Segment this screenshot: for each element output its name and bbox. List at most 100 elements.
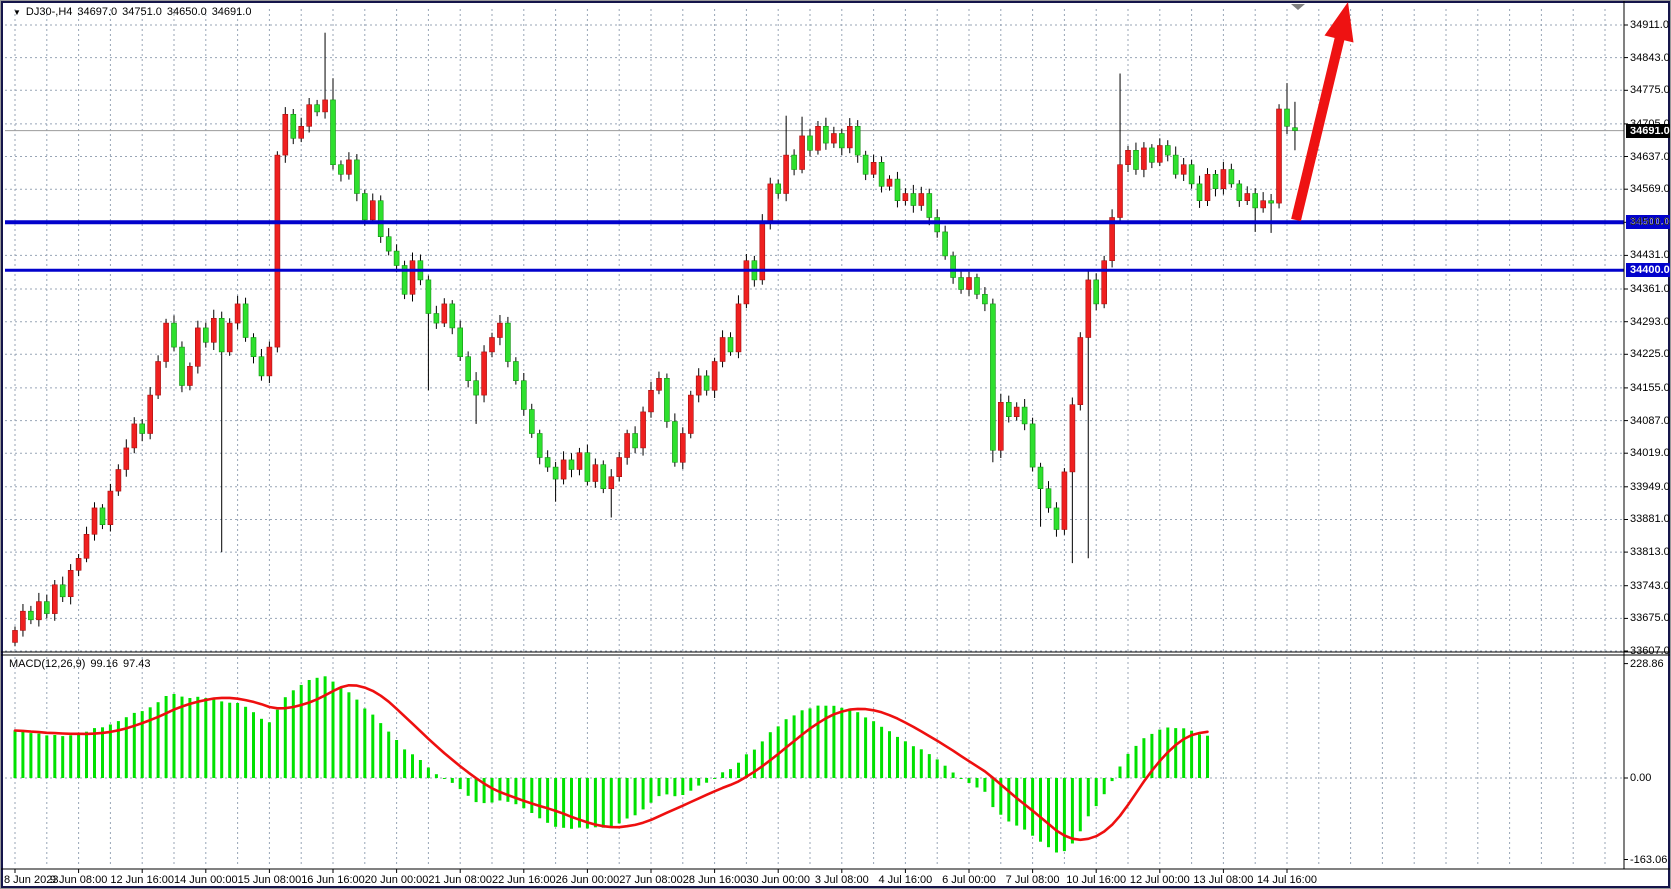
candle-body	[918, 193, 925, 206]
candle-body	[330, 99, 336, 166]
candle-body	[600, 464, 607, 490]
candle-body	[322, 99, 328, 113]
hline-price-badge-34400: 34400.0	[1626, 263, 1670, 278]
candle-body	[361, 193, 368, 221]
candle-body	[1180, 164, 1187, 175]
macd-histogram-bar	[395, 740, 399, 778]
time-axis-label: 14 Jun 00:00	[173, 874, 238, 886]
time-axis-label: 14 Jul 16:00	[1257, 874, 1317, 886]
macd-histogram-bar	[649, 778, 653, 803]
macd-histogram-bar	[275, 709, 279, 778]
candle-body	[1069, 404, 1076, 473]
chart-shift-marker-icon[interactable]	[1291, 4, 1305, 10]
macd-histogram-bar	[1102, 778, 1106, 795]
candle-body	[425, 279, 432, 314]
macd-histogram-bar	[808, 708, 812, 778]
macd-histogram-bar	[156, 702, 160, 778]
candle-body	[409, 260, 416, 295]
candle-body	[187, 365, 193, 386]
candle-body	[942, 231, 948, 257]
candle-body	[878, 162, 885, 187]
macd-histogram-bar	[1047, 778, 1050, 848]
macd-histogram-bar	[236, 703, 240, 778]
macd-histogram-bar	[442, 778, 446, 779]
symbol-dropdown-icon[interactable]: ▼	[13, 8, 21, 17]
candle-body	[703, 375, 710, 391]
candle-body	[489, 337, 495, 353]
macd-histogram-bar	[116, 721, 120, 778]
macd-histogram-bar	[196, 696, 200, 778]
candle-body	[457, 327, 464, 357]
candle-body	[505, 322, 511, 362]
macd-title: MACD(12,26,9)	[9, 658, 86, 670]
macd-histogram-bar	[578, 778, 581, 828]
macd-histogram-bar	[848, 708, 852, 778]
macd-histogram-bar	[633, 778, 637, 816]
macd-histogram-bar	[1086, 778, 1090, 817]
macd-histogram-bar	[752, 749, 756, 778]
price-axis-label: 33949.0	[1630, 480, 1670, 493]
candle-body	[743, 260, 750, 305]
macd-histogram-bar	[212, 697, 216, 778]
candle-body	[926, 193, 933, 218]
macd-histogram-bar	[371, 714, 375, 778]
candle-body	[377, 200, 384, 237]
macd-histogram-bar	[554, 778, 558, 827]
candle-body	[560, 459, 567, 480]
macd-histogram-bar	[967, 778, 971, 783]
candle-body	[695, 375, 702, 396]
time-axis-label: 15 Jun 08:00	[237, 874, 302, 886]
candle-body	[990, 303, 996, 451]
candle-body	[250, 337, 257, 358]
candle-body	[401, 265, 408, 295]
macd-histogram-bar	[204, 698, 208, 778]
candle-body	[1053, 507, 1060, 530]
candle-body	[12, 630, 18, 643]
macd-histogram-bar	[426, 767, 430, 778]
macd-histogram-bar	[61, 736, 65, 778]
candle-body	[107, 490, 114, 526]
candle-body	[1085, 279, 1092, 338]
price-axis-label: 33813.0	[1630, 546, 1670, 559]
macd-histogram-bar	[339, 687, 343, 778]
macd-histogram-bar	[180, 696, 184, 778]
macd-histogram-bar	[363, 708, 367, 778]
macd-histogram-bar	[681, 778, 685, 795]
candle-body	[894, 178, 901, 202]
time-axis-label: 9 Jun 08:00	[49, 874, 108, 886]
candle-body	[1117, 164, 1123, 218]
macd-histogram-bar	[387, 731, 391, 778]
macd-histogram-bar	[641, 778, 645, 810]
macd-histogram-bar	[450, 778, 454, 783]
macd-histogram-bar	[705, 778, 709, 783]
candle-body	[1021, 406, 1028, 425]
candle-body	[1149, 147, 1155, 163]
macd-histogram-bar	[418, 760, 422, 778]
candle-body	[815, 126, 821, 151]
candle-body	[211, 317, 217, 343]
candle-body	[218, 317, 225, 353]
macd-histogram-bar	[514, 778, 518, 805]
macd-histogram-bar	[911, 746, 915, 778]
macd-histogram-bar	[482, 778, 486, 804]
macd-histogram-bar	[164, 696, 168, 778]
candle-body	[1093, 279, 1099, 305]
candle-body	[536, 433, 543, 458]
up-arrow-head[interactable]	[1324, 2, 1354, 43]
candle-body	[910, 193, 917, 206]
candle-body	[91, 507, 98, 535]
time-axis-label: 12 Jul 00:00	[1129, 874, 1190, 886]
candle-body	[1101, 260, 1107, 305]
macd-histogram-bar	[864, 717, 868, 778]
candle-body	[1276, 108, 1282, 204]
macd-signal-line	[13, 683, 1209, 842]
macd-histogram-bar	[657, 778, 661, 797]
macd-histogram-bar	[1031, 778, 1035, 836]
price-axis-label: 34911.0	[1630, 19, 1669, 31]
macd-histogram-bar	[379, 723, 383, 778]
up-arrow-shaft[interactable]	[1291, 35, 1345, 222]
macd-histogram-bar	[609, 778, 613, 827]
candle-body	[1212, 174, 1219, 190]
